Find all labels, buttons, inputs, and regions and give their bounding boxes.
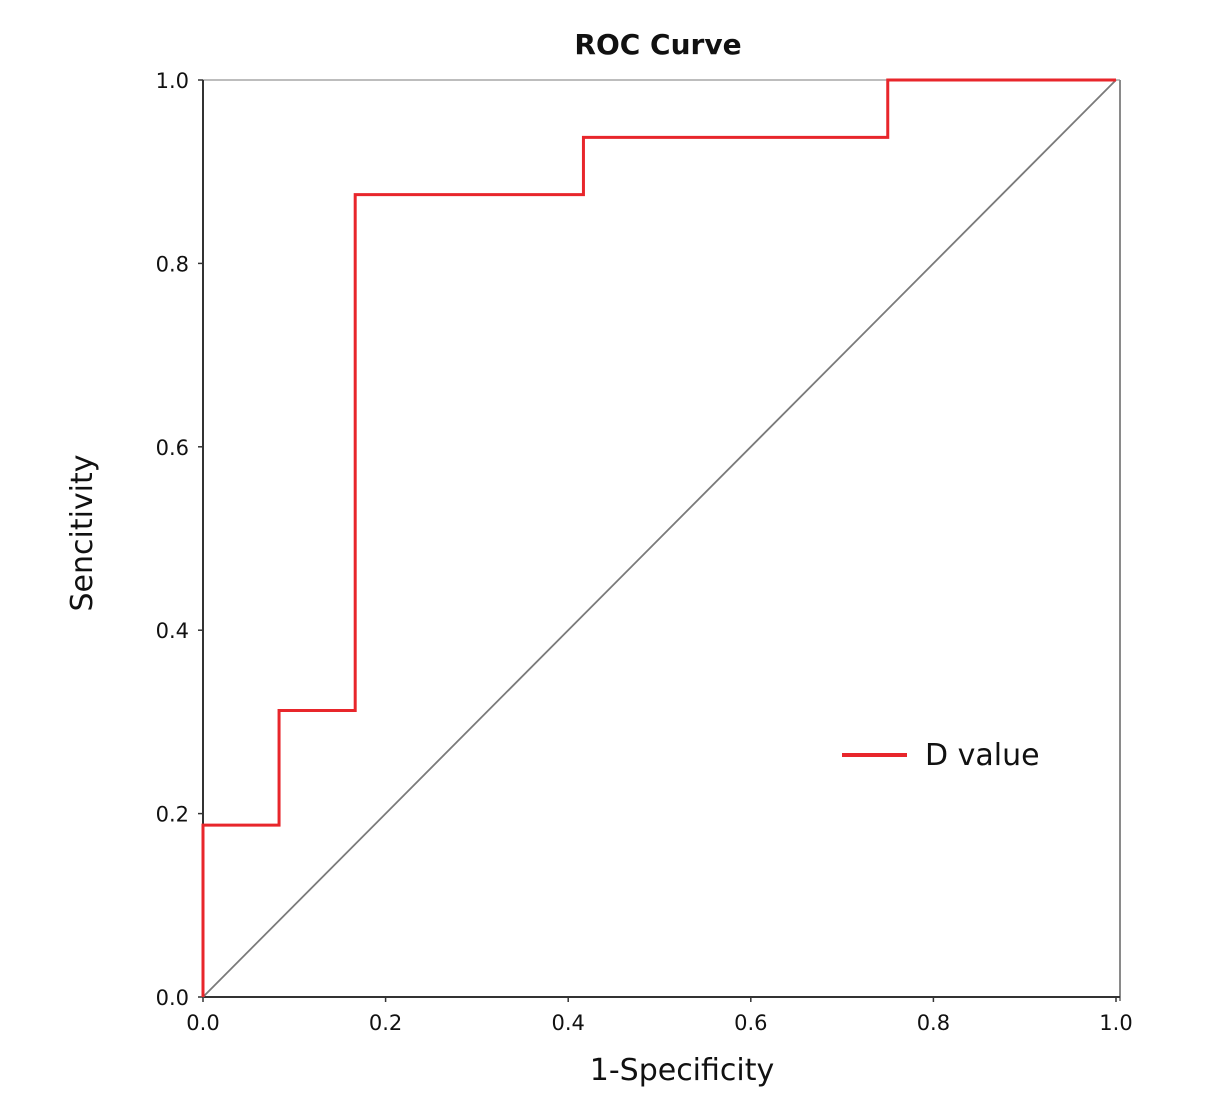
x-tick-label: 0.2 xyxy=(369,1011,402,1035)
y-tick-label: 0.2 xyxy=(156,803,189,827)
y-tick-label: 0.4 xyxy=(156,619,189,643)
series-layer xyxy=(201,78,1117,998)
x-tick-label: 1.0 xyxy=(1099,1011,1132,1035)
x-tick-label: 0.0 xyxy=(186,1011,219,1035)
legend-label-d-value: D value xyxy=(925,738,1040,773)
chart-title: ROC Curve xyxy=(574,28,741,61)
y-tick-label: 1.0 xyxy=(156,69,189,93)
y-tick-label: 0.0 xyxy=(156,986,189,1010)
x-axis-label: 1-Specificity xyxy=(590,1053,775,1088)
y-tick-label: 0.8 xyxy=(156,252,189,276)
axis-ticks: 0.0 0.2 0.4 0.6 0.8 1.0 0.0 0.2 0.4 0.6 0.8 1.0 xyxy=(156,69,1133,1035)
x-tick-label: 0.6 xyxy=(734,1011,767,1035)
plot-frame xyxy=(202,79,1121,1001)
x-tick-label: 0.8 xyxy=(917,1011,950,1035)
legend: D value xyxy=(842,738,1040,773)
y-axis-label: Sencitivity xyxy=(65,454,100,611)
y-tick-label: 0.6 xyxy=(156,436,189,460)
roc-curve-d-value xyxy=(201,78,1116,997)
x-tick-label: 0.4 xyxy=(551,1011,584,1035)
reference-diagonal-line xyxy=(202,79,1117,998)
